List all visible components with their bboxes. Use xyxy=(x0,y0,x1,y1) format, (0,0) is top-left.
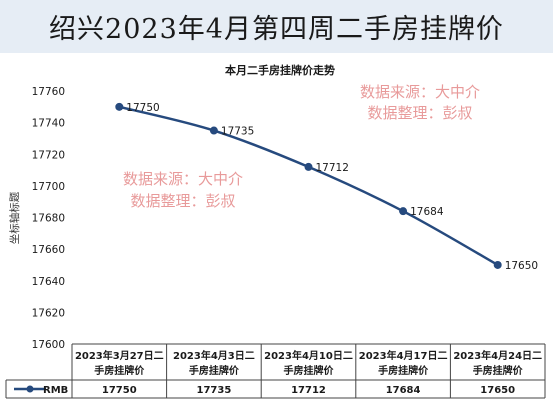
x-category-label: 手房挂牌价 xyxy=(284,364,335,377)
banner-title: 绍兴2023年4月第四周二手房挂牌价 xyxy=(0,0,553,53)
table-value: 17684 xyxy=(386,385,421,396)
x-category-label: 2023年4月17日二 xyxy=(359,349,448,362)
y-tick-label: 17720 xyxy=(32,149,65,161)
watermark-author: 数据整理：彭叔 xyxy=(130,192,235,210)
x-category-label: 2023年4月24日二 xyxy=(453,349,542,362)
x-category-label: 手房挂牌价 xyxy=(94,364,145,377)
watermark-author: 数据整理：彭叔 xyxy=(367,104,472,122)
legend-series-name: RMB xyxy=(43,385,68,396)
table-value: 17712 xyxy=(291,385,326,396)
x-category-label: 手房挂牌价 xyxy=(473,364,524,377)
table-value: 17735 xyxy=(197,385,232,396)
chart-title: 本月二手房挂牌价走势 xyxy=(225,63,335,77)
watermark-source: 数据来源：大中介 xyxy=(123,170,243,188)
watermark-source: 数据来源：大中介 xyxy=(360,83,480,101)
legend-marker xyxy=(26,385,34,393)
data-point xyxy=(493,260,502,269)
table-value: 17650 xyxy=(480,385,515,396)
x-category-label: 手房挂牌价 xyxy=(378,364,429,377)
data-point xyxy=(209,126,218,135)
y-tick-label: 17740 xyxy=(32,118,65,130)
table-value: 17750 xyxy=(102,385,137,396)
data-label: 17650 xyxy=(505,260,538,272)
data-label: 17750 xyxy=(126,102,159,114)
x-category-label: 2023年3月27日二 xyxy=(75,349,164,362)
y-tick-label: 17620 xyxy=(32,307,65,319)
y-tick-label: 17640 xyxy=(32,276,65,288)
data-point xyxy=(399,207,408,216)
y-axis-title: 坐标轴标题 xyxy=(8,191,21,244)
x-category-label: 2023年4月10日二 xyxy=(264,349,353,362)
data-label: 17712 xyxy=(316,162,349,174)
data-point xyxy=(304,162,313,171)
x-category-label: 手房挂牌价 xyxy=(189,364,240,377)
data-point xyxy=(115,102,124,111)
x-category-label: 2023年4月3日二 xyxy=(173,349,255,362)
y-tick-label: 17600 xyxy=(32,339,65,351)
data-label: 17735 xyxy=(221,126,254,138)
y-tick-label: 17760 xyxy=(32,86,65,98)
data-label: 17684 xyxy=(410,206,444,218)
y-tick-label: 17700 xyxy=(32,181,65,193)
y-tick-label: 17660 xyxy=(32,244,65,256)
y-tick-label: 17680 xyxy=(32,213,65,225)
